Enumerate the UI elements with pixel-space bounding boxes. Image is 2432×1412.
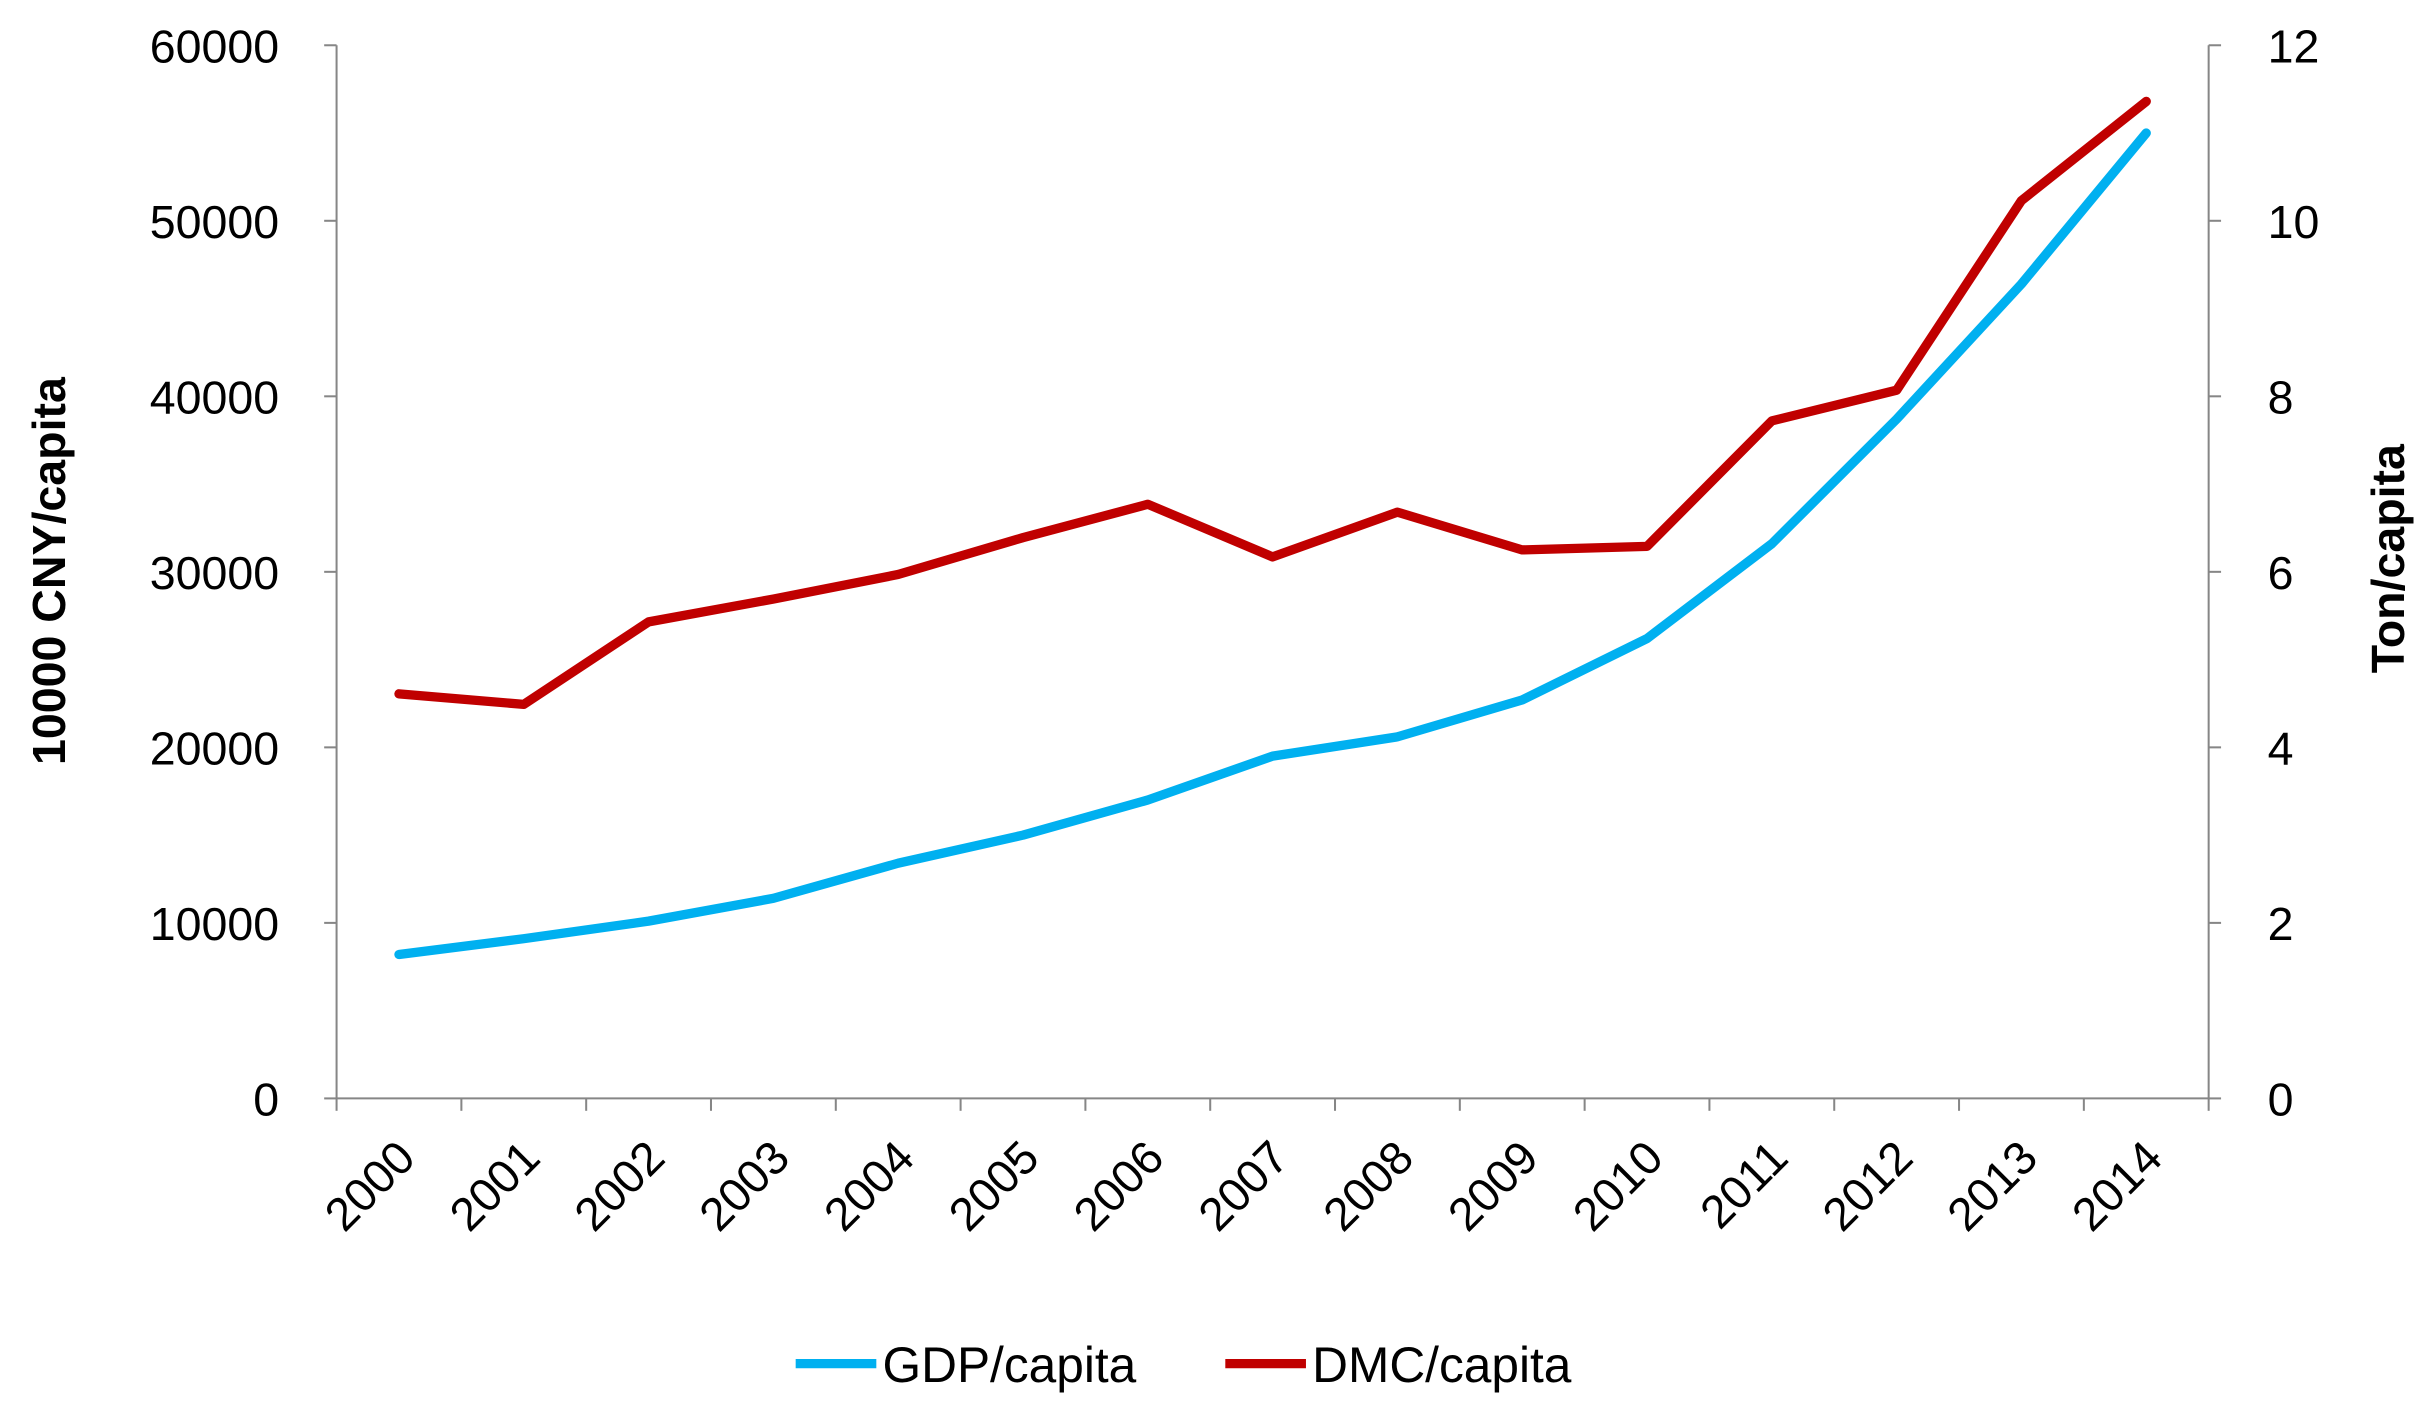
x-tick-label: 2012 [1812,1131,1922,1241]
x-tick-label: 2003 [689,1131,799,1241]
y-right-axis-title: Ton/capita [2362,443,2414,673]
y-left-tick-label: 20000 [150,722,279,774]
series-lines [394,96,2151,960]
x-tick-label: 2006 [1064,1131,1174,1241]
x-tick-label: 2014 [2062,1131,2172,1241]
x-tick-label: 2002 [564,1131,674,1241]
y-left-tick-label: 50000 [150,196,279,248]
x-tick-label: 2009 [1438,1131,1548,1241]
x-tick-label: 2004 [814,1131,924,1241]
series-line-gdp-capita [394,128,2151,960]
series-line-dmc-capita [394,96,2151,710]
x-tick-label: 2011 [1690,1131,1798,1239]
y-right-tick-label: 8 [2268,371,2294,423]
legend-label-gdp: GDP/capita [883,1337,1137,1393]
x-tick-label: 2008 [1313,1131,1423,1241]
x-tick-label: 2013 [1937,1131,2047,1241]
y-left-axis-title: 10000 CNY/capita [23,376,75,765]
y-right-tick-label: 6 [2268,547,2294,599]
y-left-tick-label: 30000 [150,547,279,599]
x-tick-label: 2001 [440,1131,550,1241]
x-tick-label: 2000 [315,1131,425,1241]
x-tick-label: 2010 [1563,1131,1673,1241]
y-left-tick-label: 10000 [150,898,279,950]
x-tick-label: 2007 [1188,1131,1298,1241]
y-left-tick-label: 60000 [150,20,279,72]
y-left-tick-label: 40000 [150,371,279,423]
legend: GDP/capita DMC/capita [795,1337,1572,1393]
y-right-tick-label: 4 [2268,722,2294,774]
y-right-tick-label: 12 [2268,20,2320,72]
y-right-tick-label: 10 [2268,196,2320,248]
x-tick-label: 2005 [939,1131,1049,1241]
axes: 0 10000 20000 30000 40000 50000 60000 0 2 4 6 8 10 12… [150,20,2320,1240]
y-right-tick-label: 0 [2268,1073,2294,1125]
y-right-tick-label: 2 [2268,898,2294,950]
legend-label-dmc: DMC/capita [1312,1337,1572,1393]
y-left-tick-label: 0 [253,1073,279,1125]
